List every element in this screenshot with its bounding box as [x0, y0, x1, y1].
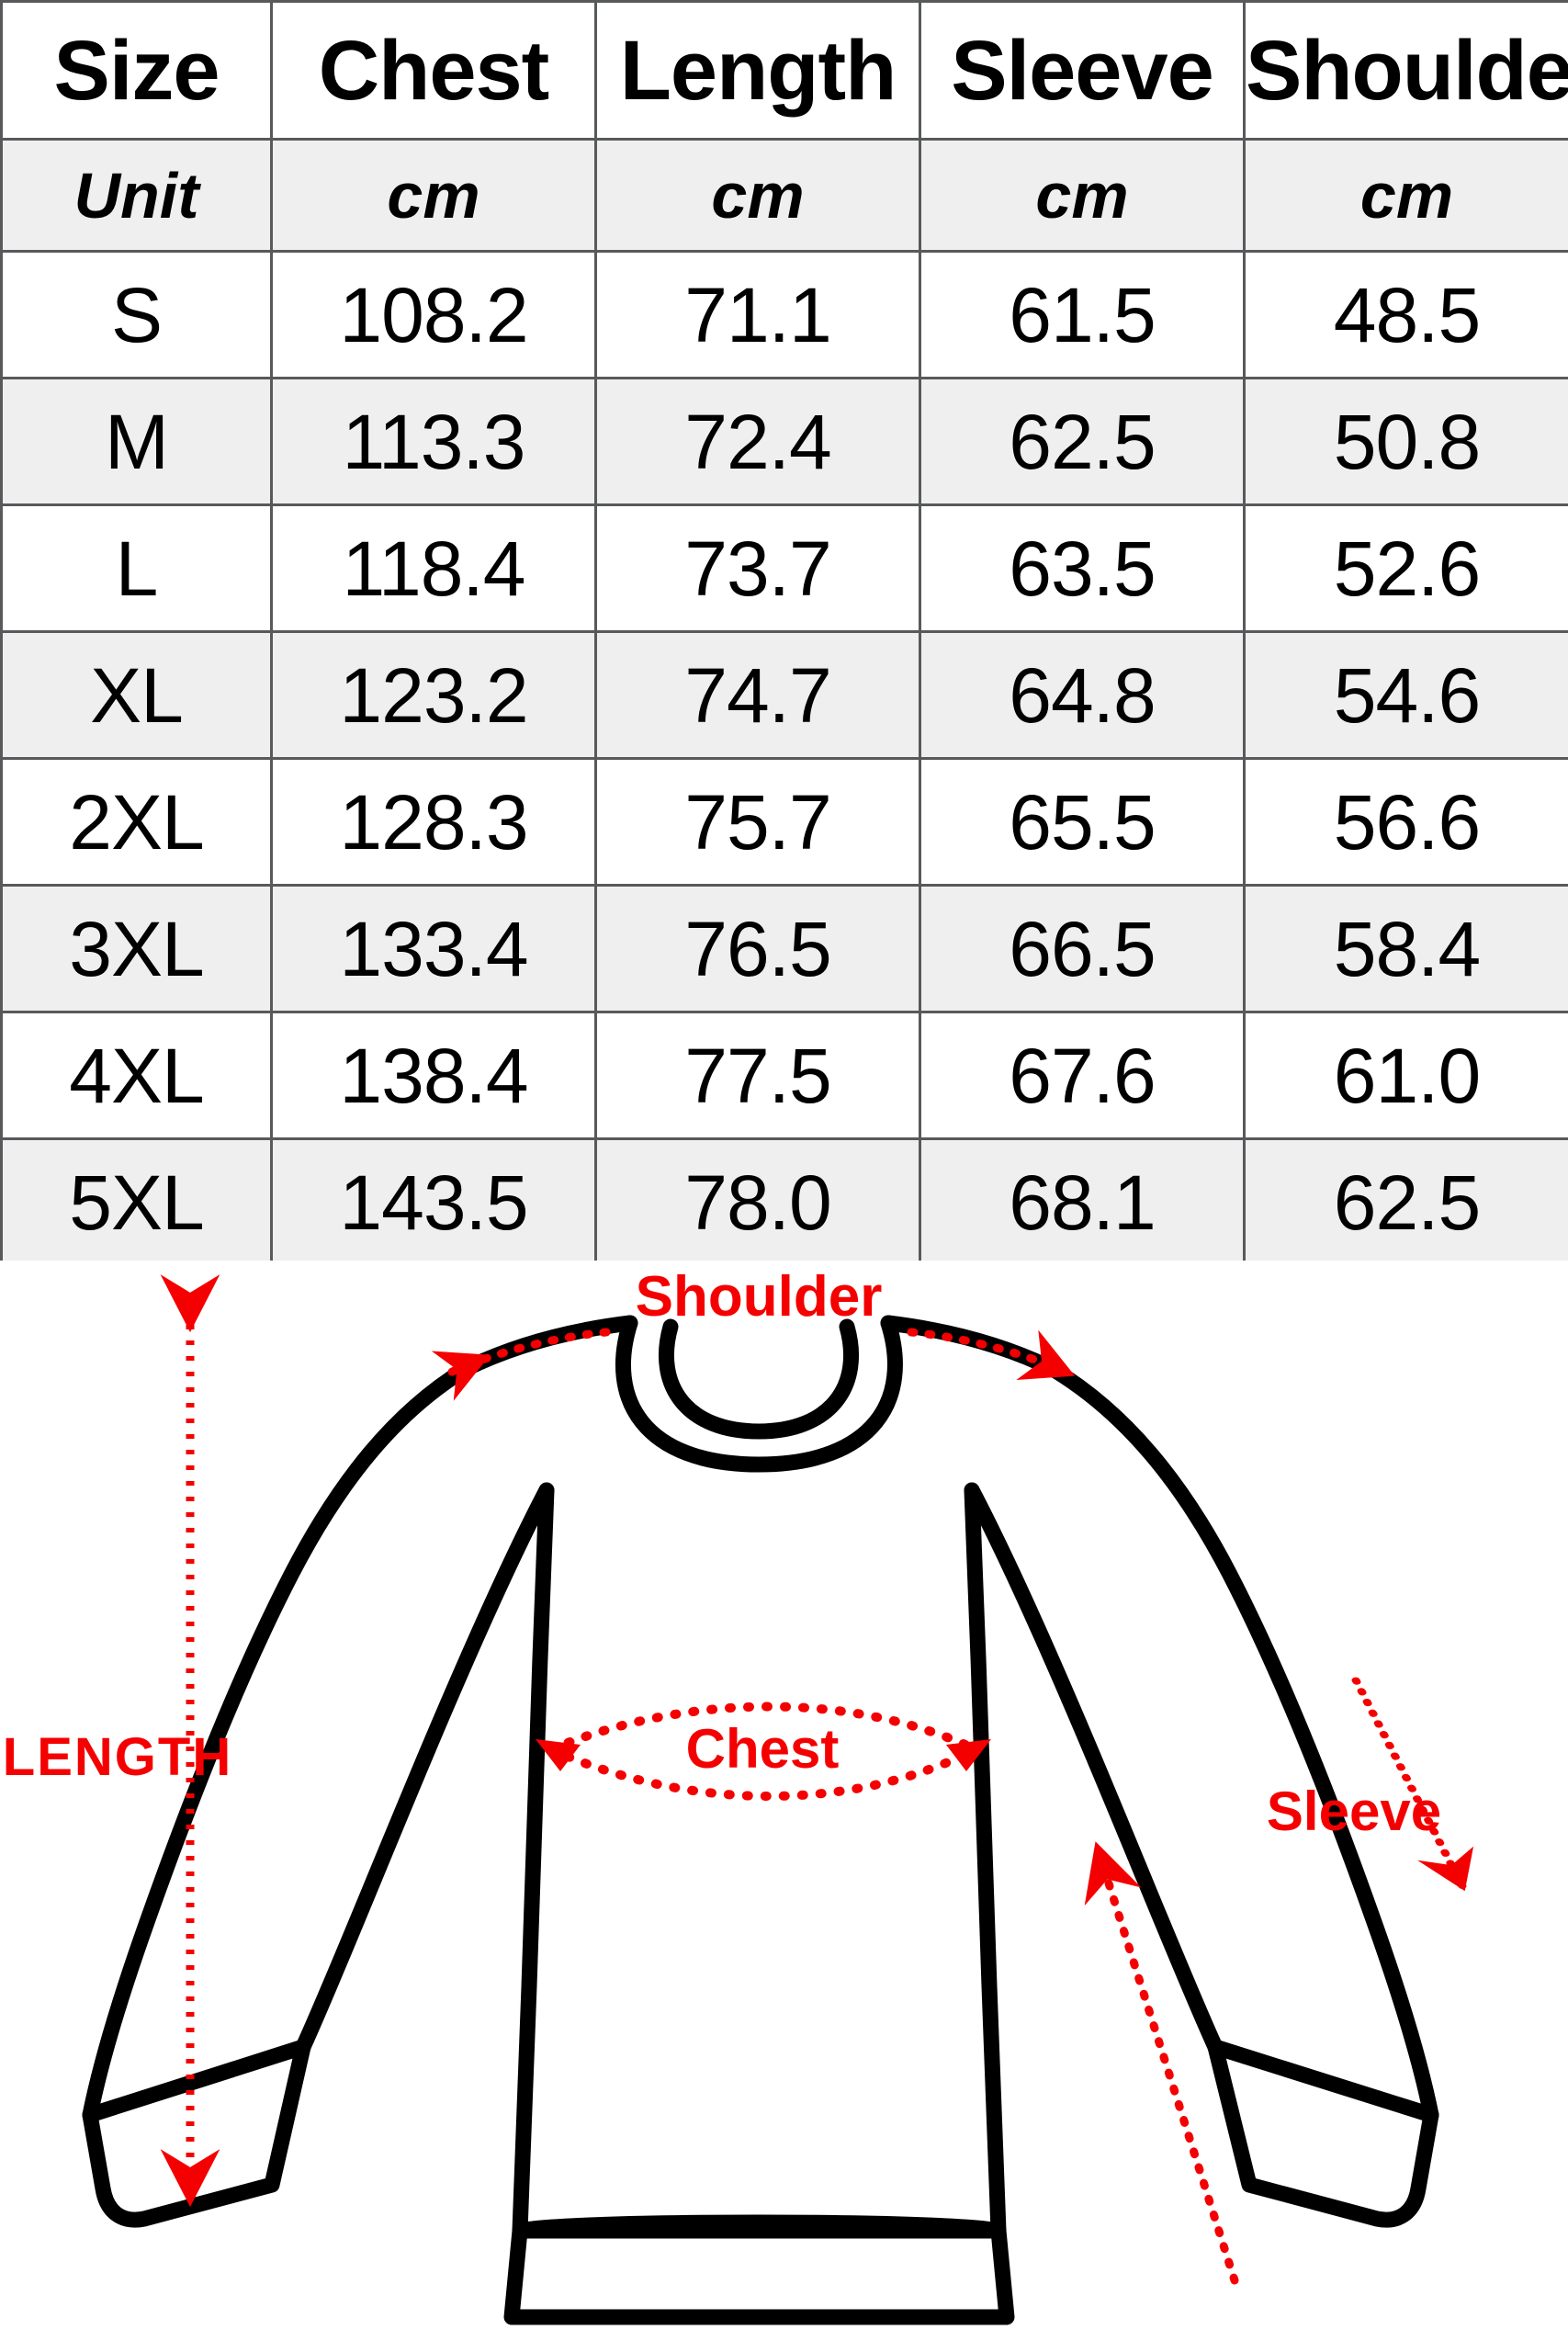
cell-sleeve: 65.5 — [919, 757, 1246, 887]
unit-cell-length: cm — [594, 138, 921, 253]
cell-size: 3XL — [0, 884, 273, 1013]
cell-sleeve: 67.6 — [919, 1011, 1246, 1140]
unit-cell-chest: cm — [270, 138, 597, 253]
collar-inner-band — [659, 1318, 859, 1440]
cell-size: 4XL — [0, 1011, 273, 1140]
table-row: 5XL 143.5 78.0 68.1 62.5 — [0, 1137, 1568, 1267]
cell-shoulder: 62.5 — [1243, 1137, 1568, 1267]
cell-size: M — [0, 377, 273, 506]
length-label: LENGTH — [3, 1727, 232, 1787]
cell-sleeve: 62.5 — [919, 377, 1246, 506]
table-unit-row: Unit cm cm cm cm — [0, 138, 1568, 253]
column-header-chest: Chest — [270, 0, 597, 141]
right-cuff-band — [1207, 2039, 1439, 2228]
collar-outer-band — [615, 1315, 903, 1473]
sleeve-arrow-lower — [1351, 1677, 1474, 1892]
cell-length: 72.4 — [594, 377, 921, 506]
unit-row-label: Unit — [0, 138, 273, 253]
sleeve-measure-arrows — [1084, 1677, 1474, 2285]
left-cuff-top-seam — [82, 2039, 311, 2123]
cell-shoulder: 58.4 — [1243, 884, 1568, 1013]
column-header-length: Length — [594, 0, 921, 141]
cell-size: S — [0, 250, 273, 379]
cell-size: L — [0, 503, 273, 633]
size-chart-table: Size Chest Length Sleeve Shoulder Unit c… — [0, 0, 1568, 1267]
table-row: 2XL 128.3 75.7 65.5 56.6 — [0, 757, 1568, 887]
cell-chest: 123.2 — [270, 630, 597, 760]
table-row: M 113.3 72.4 62.5 50.8 — [0, 377, 1568, 506]
chest-arrowhead-left — [536, 1739, 581, 1771]
cell-length: 78.0 — [594, 1137, 921, 1267]
shoulder-arrow-right — [907, 1328, 1076, 1380]
table-row: XL 123.2 74.7 64.8 54.6 — [0, 630, 1568, 760]
column-header-sleeve: Sleeve — [919, 0, 1246, 141]
cell-shoulder: 52.6 — [1243, 503, 1568, 633]
cell-shoulder: 56.6 — [1243, 757, 1568, 887]
right-cuff-top-seam — [1207, 2039, 1439, 2123]
sweatshirt-outline-icon — [82, 1315, 1439, 2325]
cell-length: 74.7 — [594, 630, 921, 760]
table-row: L 118.4 73.7 63.5 52.6 — [0, 503, 1568, 633]
left-sleeve-inner-edge — [295, 1482, 555, 2055]
cell-length: 76.5 — [594, 884, 921, 1013]
shoulder-measure-arrows — [431, 1328, 1076, 1401]
cell-size: 2XL — [0, 757, 273, 887]
cell-length: 73.7 — [594, 503, 921, 633]
size-chart-table-container: Size Chest Length Sleeve Shoulder Unit c… — [0, 0, 1568, 1267]
waistband-top-seam — [512, 2214, 1007, 2239]
cell-sleeve: 68.1 — [919, 1137, 1246, 1267]
sleeve-arrow-upper — [1084, 1841, 1239, 2285]
left-sleeve-outer-edge — [82, 1361, 474, 2123]
cell-size: 5XL — [0, 1137, 273, 1267]
cell-sleeve: 66.5 — [919, 884, 1246, 1013]
chest-arrowhead-right — [946, 1739, 991, 1771]
table-header-row: Size Chest Length Sleeve Shoulder — [0, 0, 1568, 141]
cell-shoulder: 50.8 — [1243, 377, 1568, 506]
column-header-shoulder: Shoulder — [1243, 0, 1568, 141]
cell-shoulder: 61.0 — [1243, 1011, 1568, 1140]
chest-arc-upper — [547, 1702, 980, 1754]
body-right-side-seam — [964, 1482, 1007, 2239]
cell-chest: 143.5 — [270, 1137, 597, 1267]
chest-measure-ellipse — [547, 1702, 980, 1801]
table-row: 4XL 138.4 77.5 67.6 61.0 — [0, 1011, 1568, 1140]
sweatshirt-measurement-diagram: Shoulder Chest LENGTH Sleeve — [3, 1265, 1474, 2325]
cell-chest: 113.3 — [270, 377, 597, 506]
cell-shoulder: 54.6 — [1243, 630, 1568, 760]
chest-label: Chest — [686, 1718, 840, 1780]
right-sleeve-outer-edge — [1044, 1361, 1439, 2123]
cell-sleeve: 64.8 — [919, 630, 1246, 760]
cell-shoulder: 48.5 — [1243, 250, 1568, 379]
unit-cell-sleeve: cm — [919, 138, 1246, 253]
cell-length: 77.5 — [594, 1011, 921, 1140]
chest-arc-lower — [547, 1745, 980, 1801]
measurement-diagram-container: Shoulder Chest LENGTH Sleeve — [0, 1261, 1568, 2352]
cell-length: 75.7 — [594, 757, 921, 887]
cell-chest: 138.4 — [270, 1011, 597, 1140]
left-cuff-band — [82, 2039, 311, 2228]
cell-chest: 108.2 — [270, 250, 597, 379]
table-row: 3XL 133.4 76.5 66.5 58.4 — [0, 884, 1568, 1013]
right-sleeve-inner-edge — [964, 1482, 1224, 2055]
cell-chest: 133.4 — [270, 884, 597, 1013]
cell-length: 71.1 — [594, 250, 921, 379]
column-header-size: Size — [0, 0, 273, 141]
cell-sleeve: 61.5 — [919, 250, 1246, 379]
cell-sleeve: 63.5 — [919, 503, 1246, 633]
chest-measure-arrowheads — [536, 1739, 991, 1771]
sleeve-label: Sleeve — [1267, 1781, 1441, 1842]
cell-size: XL — [0, 630, 273, 760]
bottom-waistband — [503, 2222, 1015, 2325]
unit-cell-shoulder: cm — [1243, 138, 1568, 253]
shoulder-label: Shoulder — [636, 1265, 883, 1329]
body-left-side-seam — [512, 1482, 555, 2239]
cell-chest: 128.3 — [270, 757, 597, 887]
shoulder-arrow-left — [431, 1328, 611, 1401]
cell-chest: 118.4 — [270, 503, 597, 633]
table-row: S 108.2 71.1 61.5 48.5 — [0, 250, 1568, 379]
